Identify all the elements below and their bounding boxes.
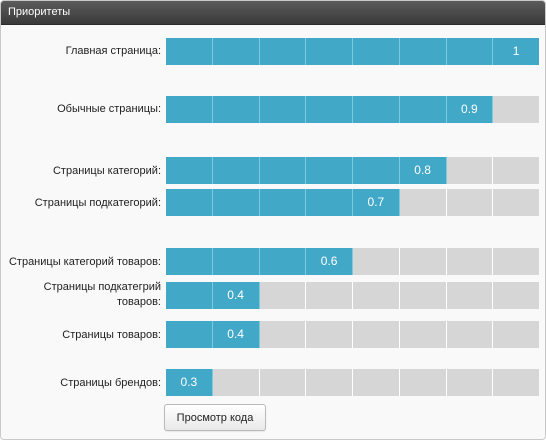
priority-label-home: Главная страница: [65, 45, 161, 57]
priority-cell[interactable] [259, 157, 307, 184]
priority-cell[interactable] [212, 248, 260, 275]
priority-cell[interactable] [212, 189, 260, 216]
priority-label-subcategories: Страницы подкатегорий: [34, 197, 161, 209]
priority-cell[interactable] [259, 282, 307, 309]
priority-cell[interactable] [166, 321, 213, 348]
priority-slider-product-subcategories[interactable]: 0.4 [166, 282, 539, 309]
priority-value: 0.7 [367, 195, 385, 209]
priority-cell[interactable] [446, 248, 494, 275]
priority-cell[interactable] [212, 38, 260, 65]
view-code-button[interactable]: Просмотр кода [164, 404, 266, 431]
priority-cell[interactable] [493, 369, 539, 396]
priority-value: 0.6 [320, 254, 338, 268]
priority-cell[interactable]: 0.4 [212, 321, 260, 348]
priority-cell[interactable] [259, 248, 307, 275]
priority-slider-home[interactable]: 1 [166, 38, 539, 65]
priority-cell[interactable] [166, 38, 213, 65]
priority-cell[interactable]: 1 [493, 38, 539, 65]
priority-cell[interactable] [353, 96, 400, 123]
panel-title: Приоритеты [1, 1, 545, 25]
priority-cell[interactable] [166, 248, 213, 275]
priority-cell[interactable] [259, 321, 307, 348]
priority-slider-regular[interactable]: 0.9 [166, 96, 539, 123]
priority-cell[interactable] [306, 321, 353, 348]
priority-cell[interactable] [399, 282, 447, 309]
priority-cell[interactable] [166, 157, 213, 184]
priority-cell[interactable] [446, 282, 494, 309]
priority-cell[interactable] [399, 38, 447, 65]
priority-cell[interactable] [446, 157, 494, 184]
priority-cell[interactable] [306, 96, 353, 123]
priority-cell[interactable]: 0.8 [399, 157, 447, 184]
priority-cell[interactable] [399, 248, 447, 275]
priority-cell[interactable] [353, 157, 400, 184]
priority-cell[interactable] [399, 189, 447, 216]
priority-cell[interactable] [493, 189, 539, 216]
priority-label-products: Страницы товаров: [62, 329, 161, 341]
priority-cell[interactable] [306, 157, 353, 184]
priority-slider-products[interactable]: 0.4 [166, 321, 539, 348]
priority-value: 1 [512, 44, 520, 58]
priority-cell[interactable] [166, 282, 213, 309]
priority-value: 0.4 [227, 327, 244, 341]
priority-cell[interactable] [259, 96, 307, 123]
priority-cell[interactable] [446, 369, 494, 396]
priority-cell[interactable] [306, 38, 353, 65]
priority-cell[interactable] [353, 321, 400, 348]
priority-cell[interactable] [353, 38, 400, 65]
priority-value: 0.3 [180, 375, 198, 389]
priority-cell[interactable] [259, 369, 307, 396]
priority-cell[interactable] [493, 157, 539, 184]
priority-value: 0.4 [227, 288, 244, 302]
priority-cell[interactable] [493, 282, 539, 309]
priority-cell[interactable]: 0.6 [306, 248, 353, 275]
priority-cell[interactable]: 0.3 [166, 369, 213, 396]
priority-label-brands: Страницы брендов: [60, 377, 161, 389]
priority-cell[interactable] [212, 157, 260, 184]
priority-cell[interactable] [166, 189, 213, 216]
priority-cell[interactable] [399, 369, 447, 396]
priority-cell[interactable] [399, 321, 447, 348]
priority-value: 0.8 [414, 163, 431, 177]
priority-slider-product-categories[interactable]: 0.6 [166, 248, 539, 275]
priority-cell[interactable]: 0.4 [212, 282, 260, 309]
priority-cell[interactable] [212, 96, 260, 123]
priority-cell[interactable] [493, 248, 539, 275]
priority-cell[interactable] [446, 38, 494, 65]
priority-cell[interactable] [353, 248, 400, 275]
priority-slider-subcategories[interactable]: 0.7 [166, 189, 539, 216]
priority-cell[interactable] [446, 189, 494, 216]
priority-cell[interactable] [353, 282, 400, 309]
priority-cell[interactable] [166, 96, 213, 123]
priority-cell[interactable] [353, 369, 400, 396]
priority-cell[interactable] [493, 96, 539, 123]
priority-slider-brands[interactable]: 0.3 [166, 369, 539, 396]
priority-slider-categories[interactable]: 0.8 [166, 157, 539, 184]
priority-label-categories: Страницы категорий: [52, 165, 161, 177]
priority-label-regular: Обычные страницы: [57, 103, 161, 115]
priority-cell[interactable] [306, 189, 353, 216]
priority-cell[interactable] [399, 96, 447, 123]
priority-cell[interactable] [212, 369, 260, 396]
priority-cell[interactable] [306, 369, 353, 396]
priority-cell[interactable] [259, 38, 307, 65]
priority-cell[interactable] [306, 282, 353, 309]
priority-cell[interactable] [259, 189, 307, 216]
priority-cell[interactable]: 0.7 [353, 189, 400, 216]
priority-label-product-subcategories: Страницы подкатегрий товаров: [43, 281, 161, 308]
priority-cell[interactable] [446, 321, 494, 348]
priority-value: 0.9 [461, 102, 478, 116]
priority-cell[interactable] [493, 321, 539, 348]
priority-label-product-categories: Страницы категорий товаров: [8, 256, 161, 268]
priority-cell[interactable]: 0.9 [446, 96, 494, 123]
